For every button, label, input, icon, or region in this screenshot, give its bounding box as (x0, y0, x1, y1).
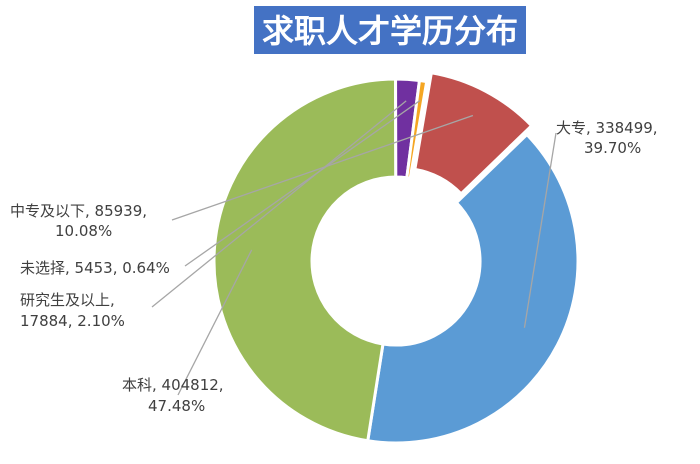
slice-label-line1: 本科, 404812, (122, 376, 224, 394)
leader-line-本科 (177, 249, 253, 396)
svg-text:大专, 338499,: 大专, 338499, (556, 119, 658, 137)
donut-slices (212, 71, 580, 445)
chart-title: 求职人才学历分布 (262, 12, 518, 50)
slice-label-line2: 10.08% (55, 222, 112, 240)
slice-label-line2: 17884, 2.10% (20, 312, 125, 330)
slice-label-line1: 大专, 338499, (556, 119, 658, 137)
svg-text:中专及以下, 85939,: 中专及以下, 85939, (10, 202, 147, 220)
svg-text:本科, 404812,: 本科, 404812, (122, 376, 224, 394)
svg-text:10.08%: 10.08% (55, 222, 112, 240)
slice-label-line2: 39.70% (584, 139, 641, 157)
svg-text:研究生及以上,: 研究生及以上, (20, 291, 115, 309)
slice-本科 (212, 77, 398, 443)
svg-text:17884, 2.10%: 17884, 2.10% (20, 312, 125, 330)
svg-text:未选择, 5453, 0.64%: 未选择, 5453, 0.64% (20, 259, 170, 277)
slice-label-研究生及以上: 研究生及以上, 17884, 2.10% (20, 291, 125, 330)
leader-line-大专 (523, 132, 557, 328)
slice-中专及以下 (413, 71, 534, 196)
slice-label-大专: 大专, 338499, 39.70% (556, 119, 658, 157)
slice-大专 (366, 132, 580, 445)
leader-line-研究生及以上 (151, 100, 407, 308)
slice-label-line1: 中专及以下, 85939, (10, 202, 147, 220)
slice-未选择 (405, 78, 429, 180)
slice-label-line2: 47.48% (148, 397, 205, 415)
slice-label-本科: 本科, 404812, 47.48% (122, 376, 224, 415)
leader-line-中专及以下 (171, 114, 474, 221)
chart-title-box (254, 6, 526, 54)
slice-label-未选择: 未选择, 5453, 0.64% (20, 259, 170, 277)
slice-label-line1: 研究生及以上, (20, 291, 115, 309)
slice-label-中专及以下: 中专及以下, 85939, 10.08% (10, 202, 147, 240)
slice-label-line1: 未选择, 5453, 0.64% (20, 259, 170, 277)
svg-text:47.48%: 47.48% (148, 397, 205, 415)
leader-line-未选择 (184, 99, 421, 267)
svg-text:39.70%: 39.70% (584, 139, 641, 157)
label-leader-lines (151, 99, 557, 396)
